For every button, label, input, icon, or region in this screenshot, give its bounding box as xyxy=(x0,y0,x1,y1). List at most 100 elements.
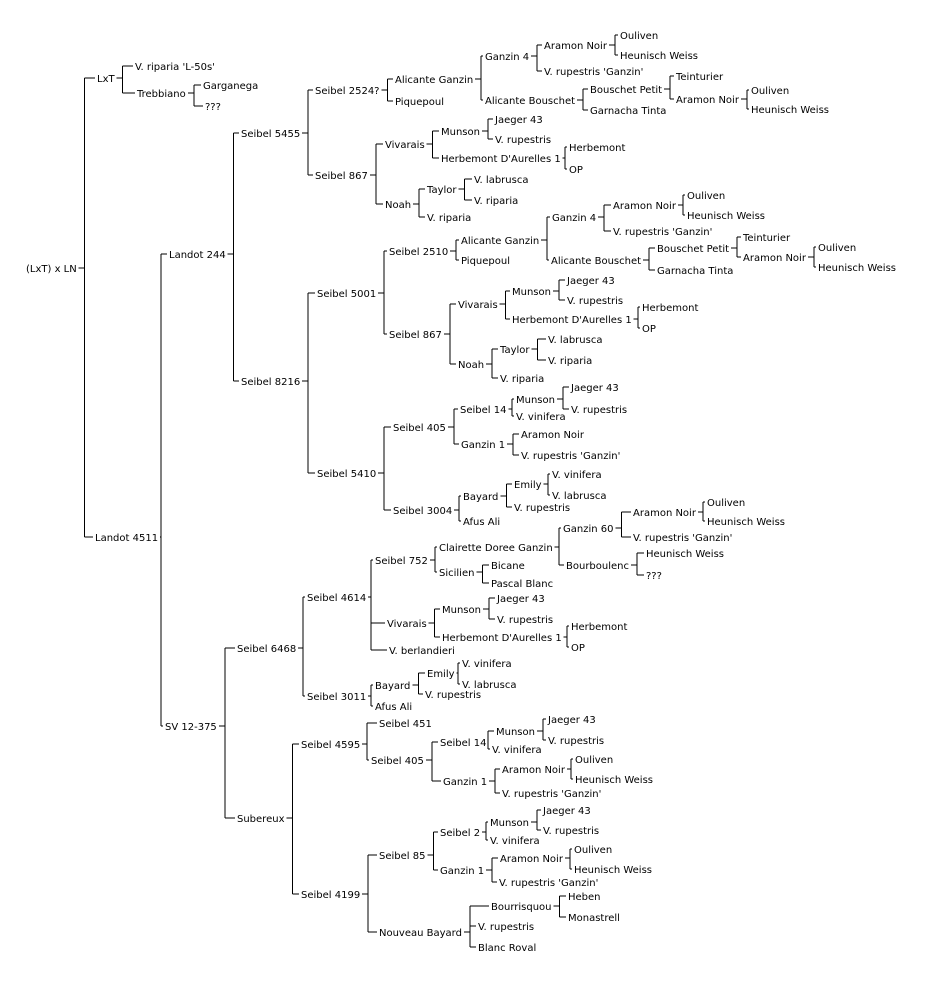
tree-node-seibel-2: Seibel 2 xyxy=(440,828,480,839)
tree-node-noah: Noah xyxy=(385,200,411,211)
tree-node-herbemont: Herbemont xyxy=(569,143,625,154)
tree-node-aramon-noir: Aramon Noir xyxy=(544,41,608,52)
tree-node-munson: Munson xyxy=(516,395,555,406)
tree-node-ouliven: Ouliven xyxy=(687,191,725,202)
tree-node-v-rupestris: V. rupestris xyxy=(567,296,623,307)
tree-node-seibel-451: Seibel 451 xyxy=(379,719,432,730)
tree-node-seibel-3004: Seibel 3004 xyxy=(393,506,452,517)
tree-node-jaeger-43: Jaeger 43 xyxy=(542,806,591,817)
tree-node-vivarais: Vivarais xyxy=(387,619,427,630)
tree-node-v-rupestris-ganzin: V. rupestris 'Ganzin' xyxy=(633,533,732,544)
tree-node-ouliven: Ouliven xyxy=(818,243,856,254)
tree-node-subereux: Subereux xyxy=(237,814,285,825)
tree-node-v-rupestris: V. rupestris xyxy=(548,736,604,747)
tree-node-heunisch-weiss: Heunisch Weiss xyxy=(620,51,698,62)
tree-node-emily: Emily xyxy=(514,480,542,491)
tree-node-clairette-doree-ganzin: Clairette Doree Ganzin xyxy=(439,543,553,554)
tree-node-seibel-5455: Seibel 5455 xyxy=(241,129,300,140)
tree-node-teinturier: Teinturier xyxy=(675,72,724,83)
tree-node-nouveau-bayard: Nouveau Bayard xyxy=(379,928,462,939)
tree-node-v-berlandieri: V. berlandieri xyxy=(389,646,455,657)
tree-node-noah: Noah xyxy=(458,360,484,371)
tree-node-herbemont: Herbemont xyxy=(571,622,627,633)
tree-node-v-rupestris-ganzin: V. rupestris 'Ganzin' xyxy=(613,227,712,238)
tree-node-trebbiano: Trebbiano xyxy=(136,89,186,100)
tree-node-seibel-8216: Seibel 8216 xyxy=(241,377,300,388)
tree-node-seibel-5410: Seibel 5410 xyxy=(317,469,376,480)
tree-node-herbemont-d-aurelles-1: Herbemont D'Aurelles 1 xyxy=(512,315,632,326)
tree-node-seibel-2524: Seibel 2524? xyxy=(315,86,380,97)
tree-node-bouschet-petit: Bouschet Petit xyxy=(657,244,729,255)
tree-node-landot-4511: Landot 4511 xyxy=(95,533,158,544)
tree-node-v-rupestris: V. rupestris xyxy=(514,503,570,514)
tree-node-munson: Munson xyxy=(496,727,535,738)
tree-node-bayard: Bayard xyxy=(463,492,498,503)
tree-node-jaeger-43: Jaeger 43 xyxy=(570,383,619,394)
tree-node-jaeger-43: Jaeger 43 xyxy=(496,594,545,605)
tree-node-alicante-bouschet: Alicante Bouschet xyxy=(551,256,641,267)
tree-node-v-rupestris: V. rupestris xyxy=(497,615,553,626)
tree-node-aramon-noir: Aramon Noir xyxy=(676,95,740,106)
tree-node-heunisch-weiss: Heunisch Weiss xyxy=(575,775,653,786)
tree-node-heunisch-weiss: Heunisch Weiss xyxy=(707,517,785,528)
tree-node-taylor: Taylor xyxy=(426,185,457,196)
tree-node-alicante-ganzin: Alicante Ganzin xyxy=(461,236,539,247)
tree-node-garnacha-tinta: Garnacha Tinta xyxy=(657,266,733,277)
tree-node-op: OP xyxy=(569,165,583,176)
tree-node-seibel-14: Seibel 14 xyxy=(460,405,506,416)
tree-node-garganega: Garganega xyxy=(203,81,258,92)
tree-node-v-vinifera: V. vinifera xyxy=(492,745,542,756)
tree-node-v-vinifera: V. vinifera xyxy=(462,659,512,670)
tree-node-v-rupestris: V. rupestris xyxy=(495,135,551,146)
tree-node-aramon-noir: Aramon Noir xyxy=(521,430,585,441)
tree-node-munson: Munson xyxy=(490,818,529,829)
tree-node-v-riparia: V. riparia xyxy=(427,213,471,224)
tree-node-v-vinifera: V. vinifera xyxy=(516,412,566,423)
tree-node-jaeger-43: Jaeger 43 xyxy=(547,715,596,726)
tree-node-lxt-x-ln: (LxT) x LN xyxy=(26,264,77,275)
tree-node-blanc-roval: Blanc Roval xyxy=(478,943,536,954)
tree-node-v-rupestris-ganzin: V. rupestris 'Ganzin' xyxy=(502,789,601,800)
tree-node-op: OP xyxy=(571,643,585,654)
tree-node-v-vinifera: V. vinifera xyxy=(552,470,602,481)
tree-node-herbemont-d-aurelles-1: Herbemont D'Aurelles 1 xyxy=(442,633,562,644)
tree-node-seibel-6468: Seibel 6468 xyxy=(237,644,296,655)
tree-node-v-labrusca: V. labrusca xyxy=(552,491,606,502)
tree-node-taylor: Taylor xyxy=(499,345,530,356)
tree-node-seibel-85: Seibel 85 xyxy=(379,851,425,862)
tree-node-emily: Emily xyxy=(427,669,455,680)
tree-node-bayard: Bayard xyxy=(375,681,410,692)
tree-node-v-riparia: V. riparia xyxy=(474,196,518,207)
tree-node-: ??? xyxy=(205,102,221,113)
tree-node-herbemont: Herbemont xyxy=(642,303,698,314)
tree-node-aramon-noir: Aramon Noir xyxy=(613,201,677,212)
tree-node-v-riparia: V. riparia xyxy=(548,356,592,367)
tree-node-bicane: Bicane xyxy=(491,561,525,572)
tree-node-ganzin-4: Ganzin 4 xyxy=(485,52,529,63)
tree-node-seibel-4595: Seibel 4595 xyxy=(301,740,360,751)
tree-node-munson: Munson xyxy=(441,127,480,138)
tree-node-seibel-405: Seibel 405 xyxy=(393,423,446,434)
tree-node-ganzin-60: Ganzin 60 xyxy=(563,524,613,535)
tree-node-op: OP xyxy=(642,324,656,335)
tree-node-jaeger-43: Jaeger 43 xyxy=(566,276,615,287)
tree-node-afus-ali: Afus Ali xyxy=(463,517,500,528)
tree-node-v-rupestris: V. rupestris xyxy=(543,826,599,837)
tree-node-seibel-752: Seibel 752 xyxy=(375,556,428,567)
tree-node-piquepoul: Piquepoul xyxy=(461,256,510,267)
tree-node-vivarais: Vivarais xyxy=(385,140,425,151)
tree-node-seibel-867: Seibel 867 xyxy=(315,171,368,182)
tree-node-bourboulenc: Bourboulenc xyxy=(566,561,629,572)
tree-node-alicante-ganzin: Alicante Ganzin xyxy=(395,75,473,86)
tree-node-heunisch-weiss: Heunisch Weiss xyxy=(574,865,652,876)
tree-node-v-labrusca: V. labrusca xyxy=(548,335,602,346)
tree-node-landot-244: Landot 244 xyxy=(169,250,226,261)
tree-node-v-rupestris: V. rupestris xyxy=(478,922,534,933)
tree-node-monastrell: Monastrell xyxy=(568,913,620,924)
tree-node-pascal-blanc: Pascal Blanc xyxy=(491,579,553,590)
tree-node-munson: Munson xyxy=(512,287,551,298)
tree-node-bourrisquou: Bourrisquou xyxy=(491,902,552,913)
tree-node-ganzin-1: Ganzin 1 xyxy=(440,866,484,877)
tree-node-seibel-5001: Seibel 5001 xyxy=(317,289,376,300)
tree-node-lxt: LxT xyxy=(97,74,115,85)
